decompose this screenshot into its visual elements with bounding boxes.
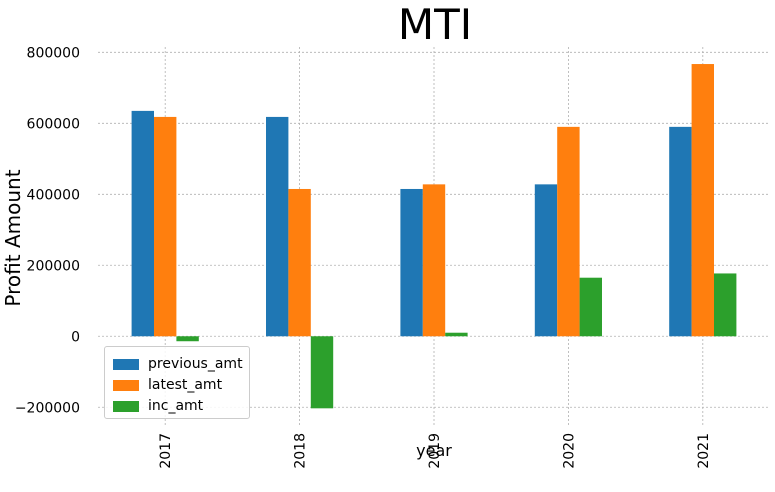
x-tick-label: 2019 <box>427 433 443 469</box>
bar-previous-amt-2019 <box>400 188 423 337</box>
bar-inc-amt-2017 <box>176 336 199 342</box>
bar-latest-amt-2020 <box>557 126 580 337</box>
bar-latest-amt-2021 <box>691 64 714 337</box>
legend-label-inc-amt: inc_amt <box>148 398 204 414</box>
legend: previous_amt latest_amt inc_amt <box>104 346 250 419</box>
legend-item-inc-amt: inc_amt <box>113 397 203 415</box>
x-tick-label: 2017 <box>158 433 174 469</box>
legend-label-previous-amt: previous_amt <box>148 356 243 372</box>
y-tick-label: 200000 <box>27 258 80 274</box>
bars <box>131 64 737 409</box>
x-tick-label: 2020 <box>561 433 577 469</box>
legend-swatch-latest-amt <box>113 379 139 391</box>
bar-previous-amt-2018 <box>266 116 289 337</box>
y-tick-label: 400000 <box>27 187 80 203</box>
y-tick-label: −200000 <box>15 400 80 416</box>
bar-inc-amt-2019 <box>445 332 468 337</box>
chart-title: MTI <box>398 0 472 49</box>
legend-label-latest-amt: latest_amt <box>148 377 223 393</box>
bar-previous-amt-2020 <box>534 184 558 337</box>
legend-swatch-previous-amt <box>113 358 139 370</box>
bar-inc-amt-2020 <box>579 277 602 337</box>
bar-latest-amt-2018 <box>288 188 311 337</box>
y-axis-label: Profit Amount <box>1 169 25 306</box>
legend-swatch-inc-amt <box>113 400 139 412</box>
legend-item-latest-amt: latest_amt <box>113 376 222 394</box>
x-tick-label: 2018 <box>293 433 309 469</box>
bar-previous-amt-2021 <box>669 126 692 337</box>
bar-previous-amt-2017 <box>131 110 154 337</box>
y-tick-label: 600000 <box>27 116 80 132</box>
bar-inc-amt-2018 <box>310 336 334 409</box>
y-tick-label: 800000 <box>27 45 80 61</box>
y-tick-label: 0 <box>71 329 80 345</box>
legend-item-previous-amt: previous_amt <box>113 355 243 373</box>
bar-inc-amt-2021 <box>714 273 737 337</box>
x-tick-label: 2021 <box>696 433 712 469</box>
tick-labels: −200000 0 200000 400000 600000 800000 2017 2018… <box>15 45 712 468</box>
x-axis-label: year <box>416 441 452 460</box>
bar-latest-amt-2017 <box>154 116 177 337</box>
bar-latest-amt-2019 <box>422 184 446 337</box>
